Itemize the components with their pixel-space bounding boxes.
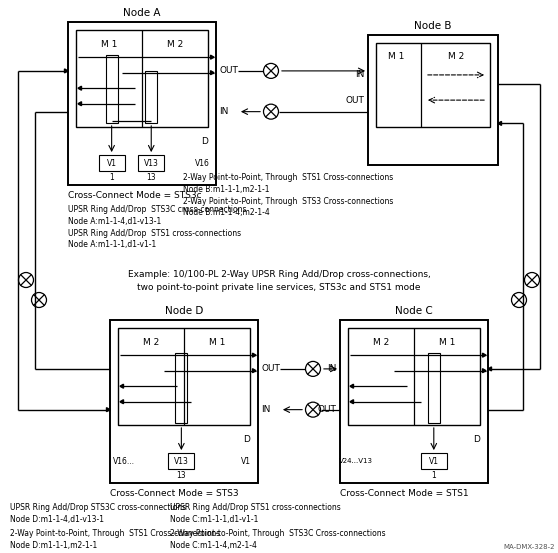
Text: 13: 13 bbox=[176, 471, 186, 480]
Text: 2-Way Point-to-Point, Through  STS1 Cross-connections
Node B:m1-1-1,m2-1-1
2-Way: 2-Way Point-to-Point, Through STS1 Cross… bbox=[183, 173, 393, 217]
Polygon shape bbox=[488, 367, 492, 371]
Text: M 2: M 2 bbox=[167, 40, 183, 49]
Bar bbox=[421, 453, 447, 469]
Polygon shape bbox=[65, 69, 68, 73]
Text: M 1: M 1 bbox=[439, 338, 455, 347]
Bar bbox=[76, 30, 208, 127]
Text: V24...V13: V24...V13 bbox=[339, 458, 373, 464]
Text: UPSR Ring Add/Drop  STS3C cross-connections
Node A:m1-1-4,d1-v13-1
UPSR Ring Add: UPSR Ring Add/Drop STS3C cross-connectio… bbox=[68, 205, 247, 249]
Bar bbox=[175, 353, 187, 423]
Text: Cross-Connect Mode = STS3: Cross-Connect Mode = STS3 bbox=[110, 489, 239, 498]
Text: UPSR Ring Add/Drop STS1 cross-connections
Node C:m1-1-1,d1-v1-1: UPSR Ring Add/Drop STS1 cross-connection… bbox=[170, 503, 341, 524]
Polygon shape bbox=[483, 353, 486, 357]
Text: two point-to-point private line services, STS3c and STS1 mode: two point-to-point private line services… bbox=[137, 283, 421, 292]
Bar bbox=[348, 328, 480, 425]
Bar bbox=[428, 353, 440, 423]
Text: OUT: OUT bbox=[317, 405, 336, 414]
Text: Example: 10/100-PL 2-Way UPSR Ring Add/Drop cross-connections,: Example: 10/100-PL 2-Way UPSR Ring Add/D… bbox=[128, 270, 430, 279]
Bar bbox=[368, 35, 498, 165]
Polygon shape bbox=[78, 102, 81, 106]
Polygon shape bbox=[253, 369, 256, 373]
Bar bbox=[145, 71, 157, 123]
Text: MA-DMX-328-2: MA-DMX-328-2 bbox=[503, 544, 555, 550]
Bar bbox=[376, 43, 490, 127]
Text: 1: 1 bbox=[109, 173, 114, 182]
Polygon shape bbox=[350, 384, 354, 388]
Text: Node C: Node C bbox=[395, 306, 433, 316]
Polygon shape bbox=[107, 408, 110, 411]
Text: 1: 1 bbox=[431, 471, 436, 480]
Bar bbox=[118, 328, 250, 425]
Text: 13: 13 bbox=[146, 173, 156, 182]
Text: IN: IN bbox=[326, 364, 336, 373]
Text: D: D bbox=[473, 435, 480, 444]
Bar bbox=[105, 55, 118, 123]
Polygon shape bbox=[253, 353, 256, 357]
Text: M 1: M 1 bbox=[101, 40, 117, 49]
Text: 2-Way Point-to-Point, Through  STS3C Cross-connections
Node C:m1-1-4,m2-1-4: 2-Way Point-to-Point, Through STS3C Cros… bbox=[170, 529, 386, 550]
Bar bbox=[340, 320, 488, 483]
Text: M 2: M 2 bbox=[143, 338, 159, 347]
Bar bbox=[110, 320, 258, 483]
Text: UPSR Ring Add/Drop STS3C cross-connections
Node D:m1-1-4,d1-v13-1: UPSR Ring Add/Drop STS3C cross-connectio… bbox=[10, 503, 186, 524]
Text: M 2: M 2 bbox=[373, 338, 389, 347]
Text: V16: V16 bbox=[195, 159, 209, 168]
Text: M 2: M 2 bbox=[448, 52, 464, 61]
Text: V13: V13 bbox=[144, 159, 158, 168]
Text: V1: V1 bbox=[241, 456, 251, 466]
Text: D: D bbox=[201, 137, 208, 146]
Polygon shape bbox=[483, 369, 486, 373]
Text: Node B: Node B bbox=[414, 21, 452, 31]
Text: OUT: OUT bbox=[345, 96, 364, 105]
Polygon shape bbox=[120, 384, 123, 388]
Bar bbox=[138, 155, 164, 171]
Polygon shape bbox=[210, 71, 214, 75]
Text: Node D: Node D bbox=[165, 306, 203, 316]
Text: OUT: OUT bbox=[219, 66, 238, 75]
Polygon shape bbox=[498, 122, 502, 126]
Text: V1: V1 bbox=[107, 159, 117, 168]
Bar bbox=[68, 22, 216, 185]
Text: OUT: OUT bbox=[261, 364, 280, 373]
Text: 2-Way Point-to-Point, Through  STS1 Cross-connections
Node D:m1-1-1,m2-1-1: 2-Way Point-to-Point, Through STS1 Cross… bbox=[10, 529, 220, 550]
Polygon shape bbox=[120, 400, 123, 404]
Text: IN: IN bbox=[355, 70, 364, 80]
Polygon shape bbox=[78, 86, 81, 90]
Text: Cross-Connect Mode = STS3c: Cross-Connect Mode = STS3c bbox=[68, 191, 201, 200]
Text: IN: IN bbox=[219, 107, 228, 116]
Text: M 1: M 1 bbox=[388, 52, 405, 61]
Text: V16...: V16... bbox=[113, 456, 135, 466]
Text: M 1: M 1 bbox=[209, 338, 225, 347]
Polygon shape bbox=[350, 400, 354, 404]
Text: IN: IN bbox=[261, 405, 271, 414]
Bar bbox=[169, 453, 194, 469]
Text: V13: V13 bbox=[174, 456, 189, 466]
Text: Cross-Connect Mode = STS1: Cross-Connect Mode = STS1 bbox=[340, 489, 469, 498]
Text: V1: V1 bbox=[429, 456, 439, 466]
Text: Node A: Node A bbox=[123, 8, 161, 18]
Polygon shape bbox=[210, 55, 214, 59]
Bar bbox=[99, 155, 124, 171]
Text: D: D bbox=[243, 435, 250, 444]
